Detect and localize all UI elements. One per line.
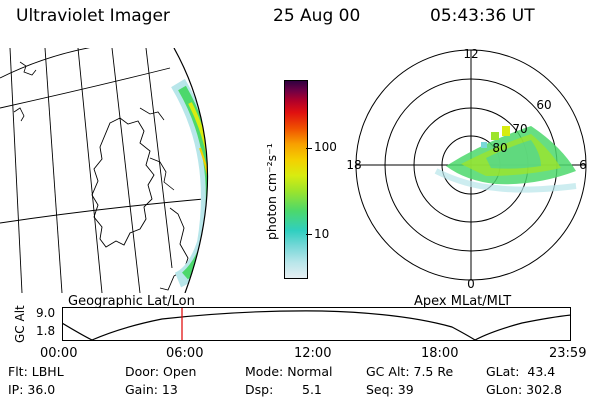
geographic-label: Geographic Lat/Lon bbox=[68, 294, 195, 309]
geo-longitude-info: GLon: 302.8 bbox=[486, 382, 562, 397]
aurora-peak bbox=[199, 147, 208, 214]
dsp-label: Dsp: bbox=[245, 382, 274, 397]
polar-plot: 12 18 6 0 60 70 80 bbox=[346, 47, 587, 291]
polar-label-18: 18 bbox=[346, 158, 361, 172]
time-tick-0: 00:00 bbox=[40, 346, 78, 361]
colorbar-tick bbox=[306, 148, 312, 149]
door-info: Door: Open bbox=[125, 364, 197, 379]
colorbar bbox=[284, 80, 308, 279]
colorbar-tick bbox=[306, 234, 312, 235]
polar-label-12: 12 bbox=[463, 47, 478, 61]
parallel-line bbox=[0, 67, 171, 109]
earth-limb bbox=[173, 48, 209, 293]
coastline bbox=[139, 107, 175, 191]
polar-aurora bbox=[434, 126, 577, 193]
colorbar-tick-100: 100 bbox=[314, 140, 337, 154]
ip-info: IP: 36.0 bbox=[8, 382, 56, 397]
meridian-line bbox=[111, 48, 141, 293]
polar-label-0: 0 bbox=[467, 277, 475, 291]
image-date: 25 Aug 00 bbox=[273, 6, 361, 26]
polar-label-70: 70 bbox=[512, 122, 527, 136]
view-boundary bbox=[0, 48, 91, 79]
altitude-tick-bottom: 1.8 bbox=[36, 324, 56, 338]
polar-label-80: 80 bbox=[492, 141, 507, 155]
altitude-timeline bbox=[62, 307, 572, 341]
gc-altitude-info: GC Alt: 7.5 Re bbox=[366, 364, 454, 379]
coastline bbox=[91, 117, 155, 248]
time-tick-2: 12:00 bbox=[294, 346, 332, 361]
coastline bbox=[13, 61, 37, 122]
meridian-line bbox=[9, 48, 23, 293]
colorbar-unit-label: photon cm⁻²s⁻¹ bbox=[264, 143, 279, 240]
filter-info: Flt: LBHL bbox=[8, 364, 64, 379]
aurora-bright bbox=[188, 102, 208, 219]
parallel-line bbox=[0, 197, 208, 224]
time-tick-1: 06:00 bbox=[166, 346, 204, 361]
mode-info: Mode: Normal bbox=[245, 364, 333, 379]
sequence-info: Seq: 39 bbox=[366, 382, 414, 397]
meridian-line bbox=[77, 48, 103, 293]
altitude-axis-title: GC Alt bbox=[13, 305, 27, 343]
apex-label: Apex MLat/MLT bbox=[414, 294, 512, 309]
timeline-frame bbox=[62, 307, 571, 341]
image-time: 05:43:36 UT bbox=[430, 6, 535, 26]
altitude-curve bbox=[62, 310, 572, 341]
time-tick-3: 18:00 bbox=[421, 346, 459, 361]
gain-info: Gain: 13 bbox=[125, 382, 178, 397]
polar-label-60: 60 bbox=[536, 98, 551, 112]
geographic-map bbox=[0, 48, 209, 293]
coastline bbox=[159, 207, 189, 291]
time-tick-4: 23:59 bbox=[549, 346, 587, 361]
meridian-line bbox=[44, 48, 63, 293]
meridian-line bbox=[145, 48, 173, 269]
geo-latitude-info: GLat: 43.4 bbox=[486, 364, 556, 379]
polar-label-6: 6 bbox=[579, 158, 587, 172]
image-title: Ultraviolet Imager bbox=[16, 6, 170, 26]
altitude-tick-top: 9.0 bbox=[36, 306, 56, 320]
colorbar-tick-10: 10 bbox=[314, 227, 330, 241]
dsp-value: 5.1 bbox=[302, 382, 322, 397]
